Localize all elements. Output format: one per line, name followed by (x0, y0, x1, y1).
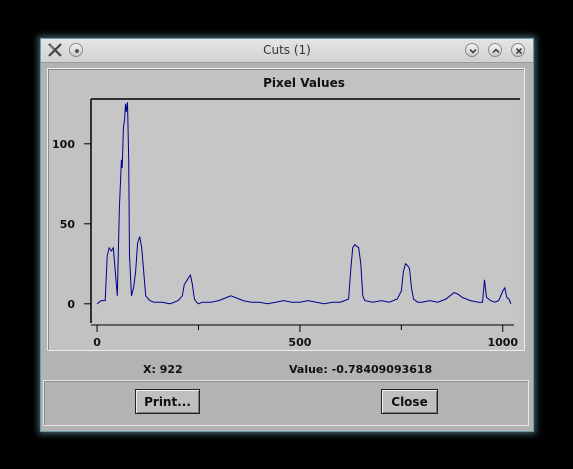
close-icon (515, 47, 523, 55)
cuts-window: Cuts (1) Pixel Values 0 50 100 0 500 1000 (40, 38, 534, 432)
x-tick-label: 500 (288, 336, 311, 349)
menu-icon (75, 49, 79, 53)
y-axis-ticks: 0 50 100 (52, 138, 91, 311)
plot-panel: Pixel Values 0 50 100 0 500 1000 (47, 68, 525, 351)
chart-title: Pixel Values (263, 76, 345, 90)
minimize-button[interactable] (465, 43, 479, 57)
close-button[interactable]: Close (381, 389, 438, 414)
title-bar[interactable]: Cuts (1) (41, 39, 533, 63)
y-tick-label: 50 (60, 218, 76, 231)
pixel-values-chart: Pixel Values 0 50 100 0 500 1000 (52, 76, 520, 349)
y-tick-label: 0 (67, 298, 75, 311)
x-tick-label: 1000 (487, 336, 518, 349)
x-tick-label: 0 (93, 336, 101, 349)
close-window-button[interactable] (511, 43, 525, 57)
plot-area[interactable] (91, 99, 519, 323)
maximize-icon (492, 48, 500, 54)
maximize-button[interactable] (488, 43, 502, 57)
button-panel (43, 380, 529, 426)
window-title: Cuts (1) (263, 43, 311, 57)
print-button[interactable]: Print... (135, 389, 200, 414)
data-series-line (96, 102, 512, 305)
x-axis-ticks: 0 500 1000 (93, 325, 518, 349)
minimize-icon (469, 48, 477, 54)
y-tick-label: 100 (52, 138, 75, 151)
app-icon[interactable] (47, 42, 63, 58)
value-readout: Value: -0.784090936183933 (289, 363, 433, 376)
window-menu-button[interactable] (69, 43, 83, 57)
x-readout: X: 922 (143, 363, 183, 376)
